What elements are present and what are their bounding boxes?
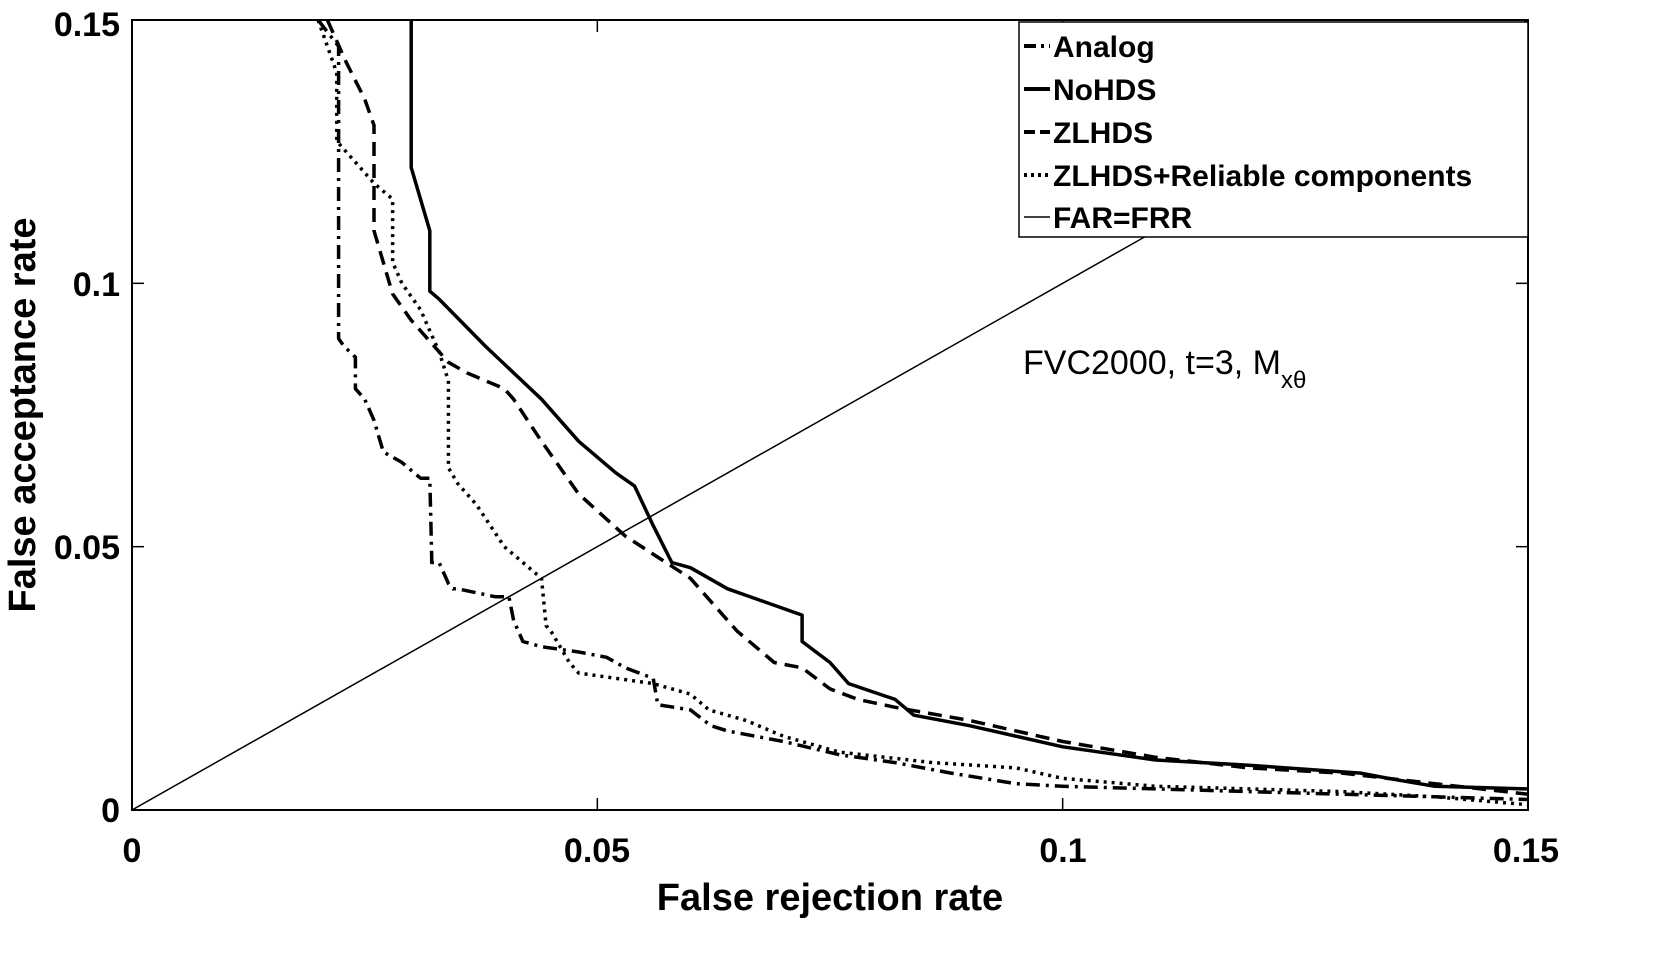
- legend-label-zlhds: ZLHDS: [1053, 117, 1153, 150]
- y-tick-label: 0.1: [73, 266, 120, 304]
- legend-label-nohds: NoHDS: [1053, 74, 1156, 107]
- legend: Analog NoHDS ZLHDS ZLHDS+Reliable compon…: [1018, 21, 1529, 238]
- series-line-analog: [316, 20, 1528, 802]
- legend-label-analog: Analog: [1053, 31, 1155, 64]
- series-line-nohds: [409, 20, 1528, 791]
- x-tick-label: 0: [123, 832, 142, 870]
- y-tick-label: 0: [101, 792, 120, 830]
- y-axis-label: False acceptance rate: [2, 217, 44, 612]
- series-group: [132, 20, 1528, 810]
- legend-label-far-frr: FAR=FRR: [1053, 202, 1193, 235]
- legend-box: [1018, 21, 1529, 238]
- series-line-zlhds: [325, 20, 1528, 796]
- annotation-subscript: xθ: [1281, 367, 1306, 394]
- y-tick-label: 0.05: [54, 529, 120, 567]
- x-axis-label: False rejection rate: [657, 877, 1003, 919]
- x-tick-labels: 0 0.05 0.1 0.15: [123, 832, 1560, 870]
- x-tick-label: 0.15: [1493, 832, 1559, 870]
- y-tick-label: 0.15: [54, 6, 120, 44]
- y-tick-labels: 0 0.05 0.1 0.15: [54, 6, 120, 830]
- annotation-main: FVC2000, t=3, M: [1023, 344, 1281, 382]
- legend-label-zlhds-reliable: ZLHDS+Reliable components: [1053, 160, 1472, 193]
- x-tick-label: 0.05: [564, 832, 630, 870]
- x-tick-label: 0.1: [1039, 832, 1086, 870]
- chart-annotation: FVC2000, t=3, Mxθ: [1023, 344, 1306, 394]
